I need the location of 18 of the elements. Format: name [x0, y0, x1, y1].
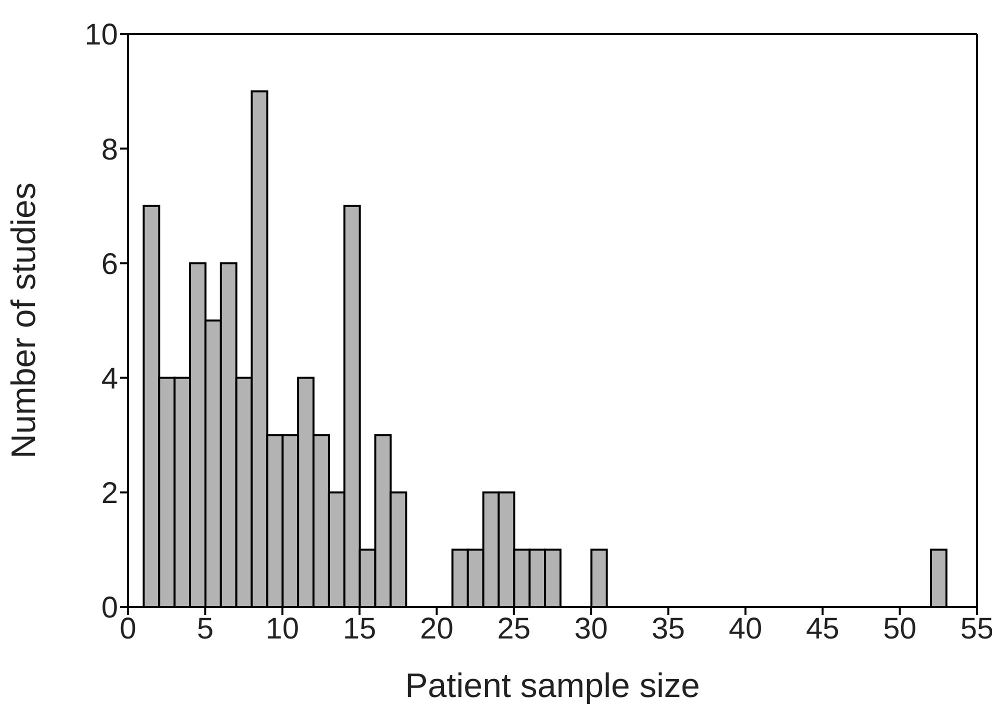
x-tick-label: 20 — [420, 612, 454, 646]
x-tick-label: 5 — [196, 612, 214, 646]
x-tick-label: 30 — [574, 612, 608, 646]
x-tick-label: 10 — [266, 612, 300, 646]
y-tick-label: 6 — [101, 248, 118, 281]
x-tick-label: 45 — [806, 612, 840, 646]
x-tick-label: 25 — [497, 612, 531, 646]
y-tick-label: 4 — [101, 362, 118, 396]
x-tick-label: 35 — [652, 612, 685, 646]
y-tick-label: 0 — [101, 592, 118, 625]
y-axis-title: Number of studies — [5, 182, 44, 458]
y-tick-label: 10 — [84, 18, 118, 52]
x-axis-title: Patient sample size — [405, 667, 700, 705]
x-tick-label: 50 — [883, 612, 917, 646]
x-tick-label: 15 — [342, 612, 376, 646]
y-tick-label: 8 — [101, 133, 118, 166]
x-tick-label: 40 — [728, 612, 762, 646]
y-tick-label: 2 — [101, 477, 118, 510]
